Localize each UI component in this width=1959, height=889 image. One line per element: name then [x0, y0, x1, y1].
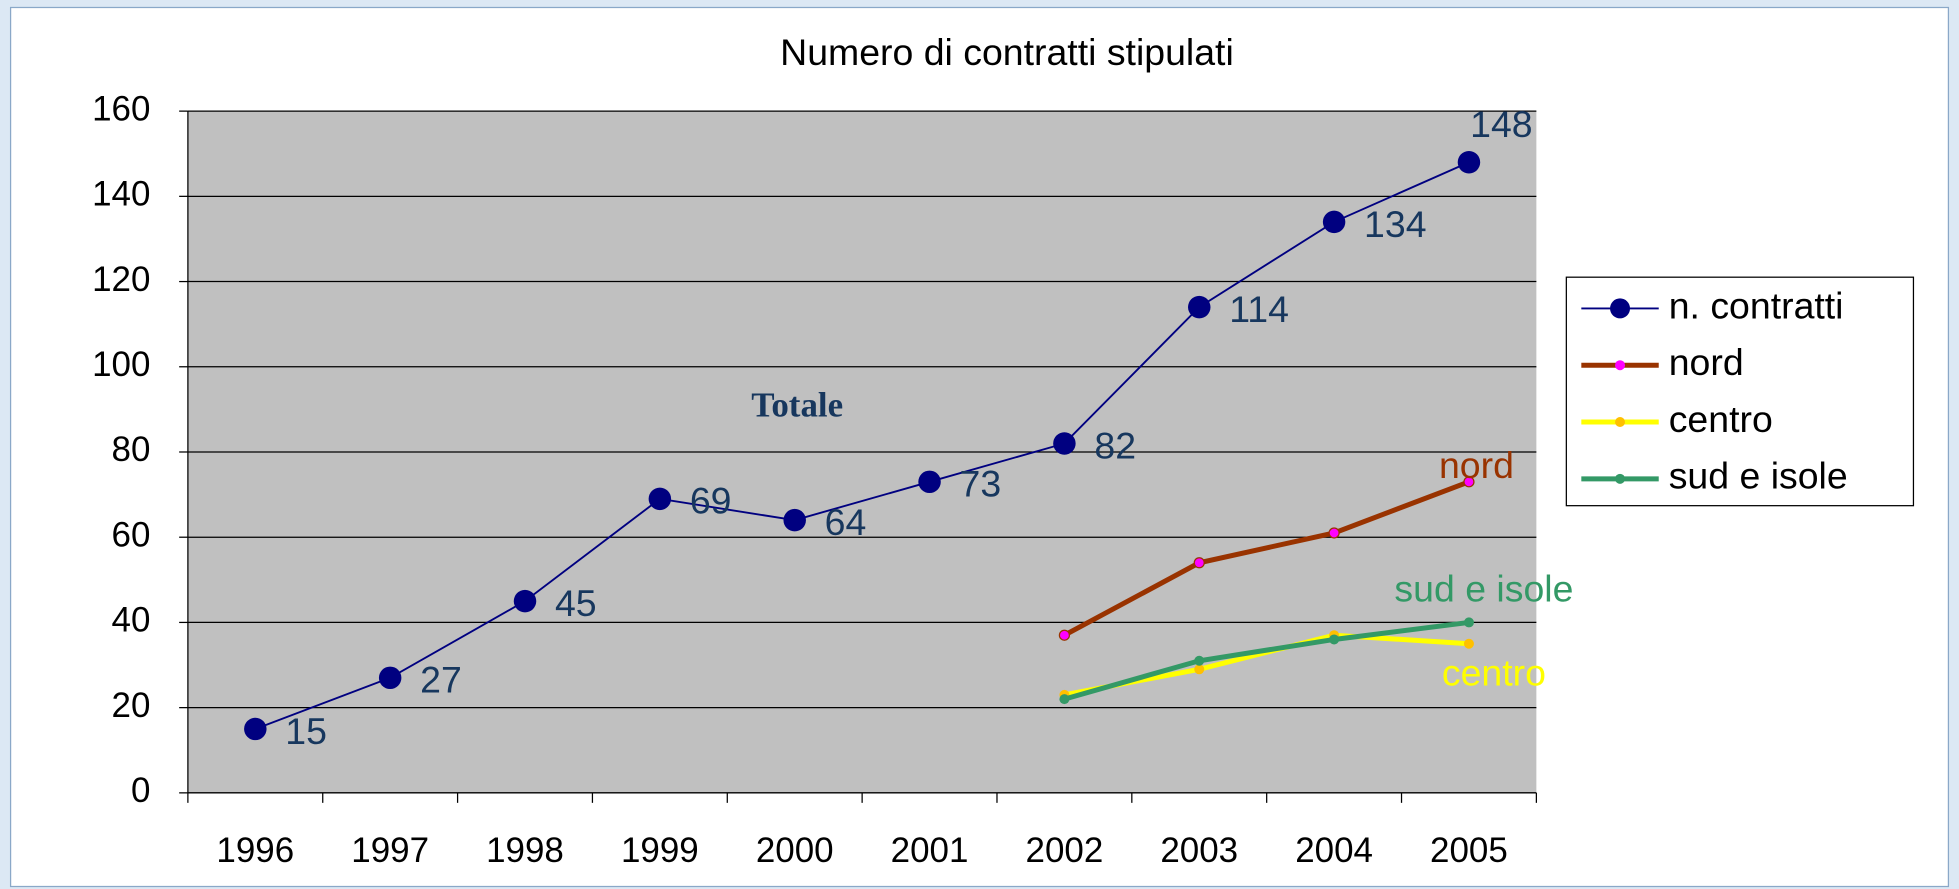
y-tick-label: 0 — [131, 771, 150, 810]
data-label: 114 — [1229, 288, 1289, 330]
y-tick-label: 40 — [112, 601, 151, 640]
marker — [513, 589, 537, 613]
x-tick-label: 2005 — [1430, 831, 1508, 870]
x-tick-label: 1998 — [486, 831, 564, 870]
legend-marker — [1615, 360, 1626, 371]
y-tick-label: 60 — [112, 515, 151, 554]
x-tick-label: 1997 — [351, 831, 429, 870]
marker — [648, 487, 672, 511]
y-tick-label: 80 — [112, 430, 151, 469]
legend-marker — [1615, 417, 1626, 428]
data-label: 148 — [1470, 103, 1532, 145]
marker — [1329, 634, 1340, 645]
x-tick-label: 2002 — [1026, 831, 1104, 870]
data-label: 134 — [1364, 203, 1426, 245]
legend-marker — [1615, 473, 1626, 484]
marker — [1328, 527, 1340, 539]
marker — [1194, 664, 1205, 675]
x-tick-label: 1999 — [621, 831, 699, 870]
data-label: 45 — [555, 582, 597, 624]
series-line — [1063, 619, 1470, 702]
marker — [1463, 638, 1474, 649]
y-tick-label: 160 — [92, 89, 150, 128]
y-tick-label: 140 — [92, 175, 150, 214]
data-label: 27 — [420, 659, 462, 701]
series-line — [254, 161, 1470, 730]
data-label: 82 — [1094, 424, 1136, 466]
data-label: 64 — [825, 501, 867, 543]
legend-label: n. contratti — [1669, 284, 1844, 326]
annotation: centro — [1442, 651, 1546, 693]
data-label: 69 — [690, 480, 732, 522]
marker — [244, 717, 267, 741]
legend-label: centro — [1669, 398, 1773, 440]
marker — [1463, 476, 1475, 488]
marker — [1194, 655, 1205, 666]
marker — [783, 508, 806, 532]
y-tick-label: 120 — [92, 260, 150, 299]
annotation: sud e isole — [1394, 568, 1573, 610]
marker — [378, 666, 402, 690]
annotation: nord — [1439, 444, 1514, 486]
marker — [1058, 629, 1071, 641]
marker — [1463, 617, 1474, 628]
legend-label: nord — [1669, 341, 1744, 383]
x-tick-label: 2004 — [1295, 831, 1373, 870]
marker — [1193, 557, 1205, 569]
series-line — [1063, 479, 1470, 638]
marker — [918, 470, 941, 494]
marker — [1188, 295, 1211, 319]
legend-label: sud e isole — [1669, 455, 1848, 497]
marker — [1457, 151, 1481, 174]
marker — [1053, 432, 1076, 455]
annotation: Totale — [751, 385, 843, 424]
legend-marker — [1610, 298, 1631, 319]
x-tick-label: 1996 — [216, 831, 294, 870]
x-tick-label: 2000 — [756, 831, 834, 870]
data-label: 73 — [960, 463, 1002, 505]
chart-title: Numero di contratti stipulati — [780, 31, 1234, 73]
y-tick-label: 20 — [112, 686, 151, 725]
x-tick-label: 2001 — [891, 831, 969, 870]
data-label: 15 — [285, 710, 327, 752]
marker — [1059, 694, 1070, 705]
x-tick-label: 2003 — [1160, 831, 1238, 870]
y-tick-label: 100 — [92, 345, 150, 384]
marker — [1322, 210, 1346, 234]
legend — [1565, 276, 1915, 507]
